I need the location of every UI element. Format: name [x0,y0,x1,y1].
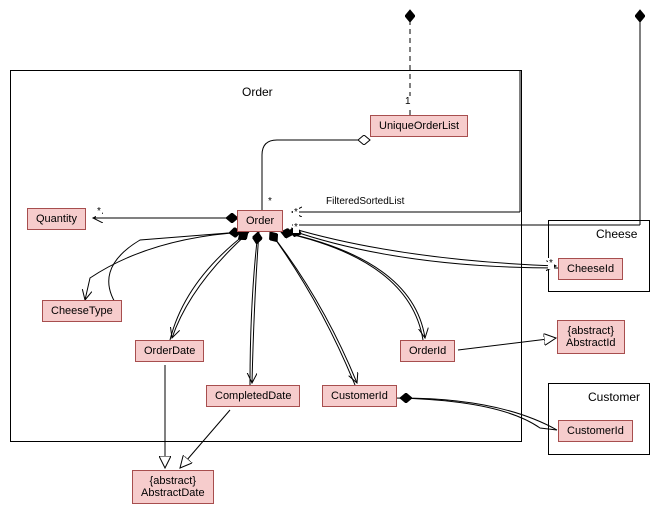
node-cheese-type: CheeseType [42,300,122,322]
label-star-quantity: * [96,206,102,217]
node-customer-id: CustomerId [322,385,397,407]
label-star-order-top: * [267,196,273,207]
label-star-order-right: * [293,207,299,218]
package-customer-label: Customer [588,390,640,404]
label-star-order-right2: * [293,222,299,233]
label-filtered-sorted: FilteredSortedList [325,196,405,207]
node-completed-date: CompletedDate [206,385,300,407]
node-unique-order-list: UniqueOrderList [370,115,468,137]
node-order-id: OrderId [400,340,455,362]
package-order-label: Order [242,85,273,99]
node-abstract-date: {abstract} AbstractDate [132,470,214,504]
node-cheese-id: CheeseId [558,258,623,280]
label-star-cheese-id: * [548,258,554,269]
label-one-uol: 1 [404,96,412,107]
node-abstract-id: {abstract} AbstractId [557,320,625,354]
node-order-date: OrderDate [135,340,204,362]
package-cheese-label: Cheese [596,227,637,241]
node-customer-id-2: CustomerId [558,420,633,442]
node-order: Order [237,210,283,232]
node-quantity: Quantity [27,208,86,230]
